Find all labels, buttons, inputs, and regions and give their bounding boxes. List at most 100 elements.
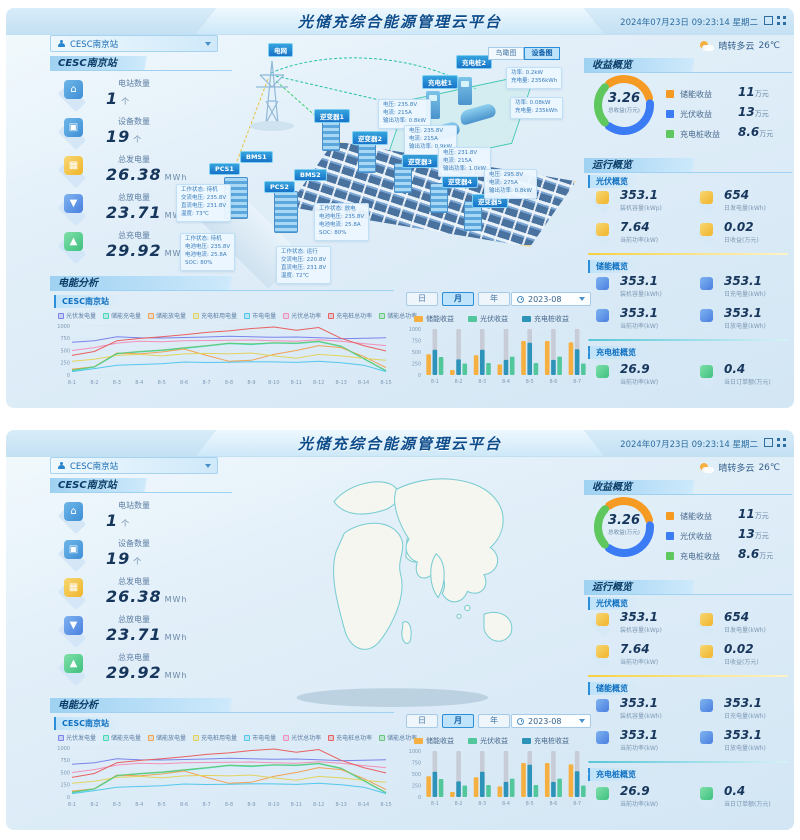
svg-text:8-1: 8-1 — [68, 802, 76, 808]
legend-cp-revenue[interactable]: 充电桩收益 — [522, 314, 569, 324]
legend-ess-revenue[interactable]: 储能收益 — [414, 314, 454, 324]
ess-current-power: 353.1 当前功率(kW) — [590, 728, 686, 758]
legend-pv-revenue[interactable]: 光伏收益 — [468, 314, 508, 324]
charger2-tooltip: 功率: 0.08kW 充电量: 235kWh — [510, 97, 563, 119]
battery-icon — [694, 308, 718, 333]
svg-text:8-10: 8-10 — [268, 380, 279, 386]
ess-daily-discharge: 353.1 日放电量(kWh) — [694, 306, 790, 336]
legend-cp-power[interactable]: 充电桩总功率 — [328, 311, 372, 320]
date-picker[interactable]: 2023-08 — [511, 292, 591, 306]
inverter1-label[interactable]: 逆变器1 — [314, 109, 351, 123]
inverter4-tooltip: 电压: 295.8V 电流: 275A 输出功率: 0.8kW — [484, 169, 537, 199]
svg-text:8-6: 8-6 — [550, 801, 558, 807]
energy-analysis-station: CESC南京站 — [54, 717, 121, 730]
svg-text:500: 500 — [60, 770, 70, 776]
legend-cp-consumption[interactable]: 充电桩用电量 — [193, 733, 237, 742]
page-title: 光储充综合能源管理云平台 — [297, 13, 502, 31]
charger1-tooltip: 功率: 0.2kW 充电量: 2356kWh — [506, 67, 563, 89]
bar-chart-legend: 储能收益 光伏收益 充电桩收益 — [414, 736, 569, 746]
ess-capacity: 353.1 装机容量(kWh) — [590, 274, 686, 304]
legend-ess-power[interactable]: 储能总功率 — [379, 733, 417, 742]
stat-total-charge: ▲ 总充电量 29.92 MWh — [54, 652, 234, 688]
svg-text:8-4: 8-4 — [502, 801, 510, 807]
legend-cp-revenue[interactable]: 充电桩收益 — [522, 736, 569, 746]
legend-cp-power[interactable]: 充电桩总功率 — [328, 733, 372, 742]
svg-text:8-8: 8-8 — [225, 380, 233, 386]
fullscreen-icon[interactable] — [764, 438, 773, 447]
line-chart-legend: 光伏发电量 储能充电量 储能放电量 充电桩用电量 市电电量 光伏总功率 充电桩总… — [58, 733, 417, 742]
charger1-label[interactable]: 充电桩1 — [422, 75, 459, 89]
inverter4 — [430, 183, 448, 213]
chevron-down-icon — [579, 297, 585, 301]
legend-ess-discharge[interactable]: 储能放电量 — [148, 311, 186, 320]
svg-text:8-12: 8-12 — [313, 802, 324, 808]
stat-total-generation: ▦ 总发电量 26.38 MWh — [54, 154, 234, 190]
header-center-decoration — [196, 430, 604, 456]
donut-total-label: 总收益(万元) — [608, 530, 640, 536]
sun-cloud-icon — [700, 40, 715, 51]
legend-grid-energy[interactable]: 市电电量 — [244, 733, 276, 742]
apps-grid-icon[interactable] — [777, 16, 786, 25]
device-icon: ▣ — [57, 117, 88, 151]
bms1-label[interactable]: BMS1 — [240, 151, 273, 163]
svg-text:8-1: 8-1 — [68, 380, 76, 386]
legend-pv-generation[interactable]: 光伏发电量 — [58, 733, 96, 742]
svg-text:8-10: 8-10 — [268, 802, 279, 808]
legend-pv-generation[interactable]: 光伏发电量 — [58, 311, 96, 320]
legend-cp-consumption[interactable]: 充电桩用电量 — [193, 311, 237, 320]
legend-ess-revenue[interactable]: 储能收益 — [414, 736, 454, 746]
pcs1-label[interactable]: PCS1 — [209, 163, 240, 175]
charger2-label[interactable]: 充电桩2 — [456, 55, 493, 69]
legend-pv-power[interactable]: 光伏总功率 — [283, 311, 321, 320]
svg-text:8-14: 8-14 — [358, 380, 369, 386]
tab-day[interactable]: 日 — [406, 714, 438, 728]
svg-text:500: 500 — [412, 350, 421, 356]
pv-icon — [590, 190, 614, 215]
legend-ess-charge[interactable]: 储能充电量 — [103, 311, 141, 320]
operation-section-title: 运行概览 — [584, 580, 792, 595]
grid-node-label[interactable]: 电网 — [268, 43, 293, 57]
ess-overview-title: 储能概览 — [588, 260, 640, 273]
bar-chart-legend: 储能收益 光伏收益 充电桩收益 — [414, 314, 569, 324]
user-icon — [57, 39, 65, 48]
svg-text:8-4: 8-4 — [135, 802, 143, 808]
station-selector[interactable]: CESC南京站 — [50, 457, 218, 474]
ess-current-power: 353.1 当前功率(kW) — [590, 306, 686, 336]
station-selector[interactable]: CESC南京站 — [50, 35, 218, 52]
fullscreen-icon[interactable] — [764, 16, 773, 25]
pv-divider — [588, 675, 788, 677]
temperature: 26℃ — [758, 40, 780, 51]
svg-text:8-5: 8-5 — [158, 802, 166, 808]
tab-year[interactable]: 年 — [478, 292, 510, 306]
tab-month[interactable]: 月 — [442, 714, 474, 728]
weather-widget: 晴转多云 26℃ — [700, 39, 780, 52]
tab-month[interactable]: 月 — [442, 292, 474, 306]
legend-pv-revenue[interactable]: 光伏收益 — [468, 736, 508, 746]
legend-ess-charge[interactable]: 储能充电量 — [103, 733, 141, 742]
legend-grid-energy[interactable]: 市电电量 — [244, 311, 276, 320]
tab-year[interactable]: 年 — [478, 714, 510, 728]
bms2-label[interactable]: BMS2 — [294, 169, 327, 181]
legend-ess-discharge[interactable]: 储能放电量 — [148, 733, 186, 742]
ess-daily-charge: 353.1 日充电量(kWh) — [694, 696, 790, 726]
header-center-decoration — [196, 8, 604, 34]
apps-grid-icon[interactable] — [777, 438, 786, 447]
svg-text:0: 0 — [67, 795, 70, 801]
view-tabs: 鸟瞰图 设备图 — [488, 47, 560, 60]
cp-current-power: 26.9 当前功率(kW) — [590, 784, 686, 814]
tab-device-view[interactable]: 设备图 — [524, 47, 560, 60]
pcs2-label[interactable]: PCS2 — [264, 181, 295, 193]
discharge-icon: ▼ — [57, 193, 88, 227]
date-picker[interactable]: 2023-08 — [511, 714, 591, 728]
tab-aerial-view[interactable]: 鸟瞰图 — [488, 47, 524, 60]
inverter2-label[interactable]: 逆变器2 — [352, 131, 389, 145]
inverter3-label[interactable]: 逆变器3 — [402, 154, 439, 168]
legend-pv-power[interactable]: 光伏总功率 — [283, 733, 321, 742]
svg-text:250: 250 — [60, 361, 70, 367]
pv-daily-revenue: 0.02 日收益(万元) — [694, 220, 790, 250]
legend-ess-power[interactable]: 储能总功率 — [379, 311, 417, 320]
tab-day[interactable]: 日 — [406, 292, 438, 306]
date-picker-value: 2023-08 — [528, 716, 562, 726]
ess-daily-discharge: 353.1 日放电量(kWh) — [694, 728, 790, 758]
